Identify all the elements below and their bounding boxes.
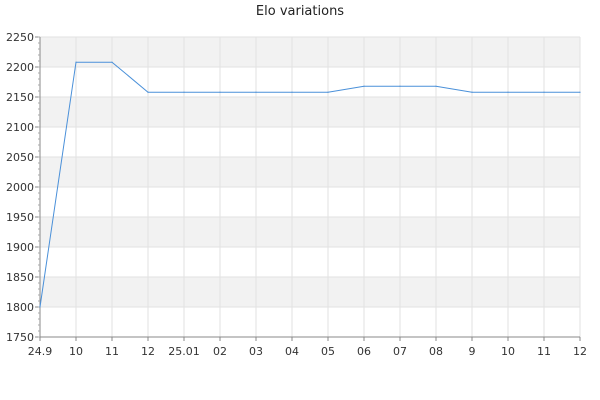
- y-tick-label: 2150: [6, 91, 34, 104]
- data-point: [111, 61, 113, 63]
- x-tick-label: 04: [285, 345, 299, 358]
- background-bands: [40, 37, 580, 307]
- x-tick-label: 12: [573, 345, 587, 358]
- x-tick-label: 02: [213, 345, 227, 358]
- y-tick-label: 1900: [6, 241, 34, 254]
- y-tick-label: 2200: [6, 61, 34, 74]
- x-tick-label: 05: [321, 345, 335, 358]
- x-tick-label: 9: [469, 345, 476, 358]
- data-point: [219, 91, 221, 93]
- data-point: [543, 91, 545, 93]
- data-point: [363, 85, 365, 87]
- band: [40, 37, 580, 67]
- x-ticks: 24.9 10 11 12 25.01 02 03 04 05 06 07 08 9 10 11 12: [28, 337, 587, 358]
- x-tick-label: 24.9: [28, 345, 53, 358]
- data-point: [507, 91, 509, 93]
- band: [40, 217, 580, 247]
- x-tick-label: 08: [429, 345, 443, 358]
- x-tick-label: 11: [105, 345, 119, 358]
- y-tick-label: 2000: [6, 181, 34, 194]
- y-tick-label: 1850: [6, 271, 34, 284]
- data-point: [75, 61, 77, 63]
- data-point: [327, 91, 329, 93]
- x-tick-label: 25.01: [168, 345, 200, 358]
- band: [40, 277, 580, 307]
- data-point: [255, 91, 257, 93]
- series-layer: [39, 61, 581, 308]
- x-tick-label: 12: [141, 345, 155, 358]
- chart-title: Elo variations: [255, 4, 345, 19]
- data-point: [435, 85, 437, 87]
- y-tick-label: 2100: [6, 121, 34, 134]
- data-point: [399, 85, 401, 87]
- data-point: [471, 91, 473, 93]
- y-ticks: 1750 1800 1850 1900 1950 2000 2050 2100 2150 2200…: [6, 31, 40, 344]
- band: [40, 157, 580, 187]
- y-tick-label: 1800: [6, 301, 34, 314]
- y-tick-label: 2250: [6, 31, 34, 44]
- x-tick-label: 07: [393, 345, 407, 358]
- x-tick-label: 03: [249, 345, 263, 358]
- series-line: [39, 61, 580, 308]
- y-tick-label: 1750: [6, 331, 34, 344]
- data-point: [183, 91, 185, 93]
- x-tick-label: 11: [537, 345, 551, 358]
- y-tick-label: 1950: [6, 211, 34, 224]
- x-tick-label: 06: [357, 345, 371, 358]
- x-tick-label: 10: [501, 345, 515, 358]
- band: [40, 97, 580, 127]
- x-tick-label: 10: [69, 345, 83, 358]
- data-point: [147, 91, 149, 93]
- data-point: [39, 306, 41, 308]
- data-point: [579, 91, 581, 93]
- data-point: [291, 91, 293, 93]
- y-tick-label: 2050: [6, 151, 34, 164]
